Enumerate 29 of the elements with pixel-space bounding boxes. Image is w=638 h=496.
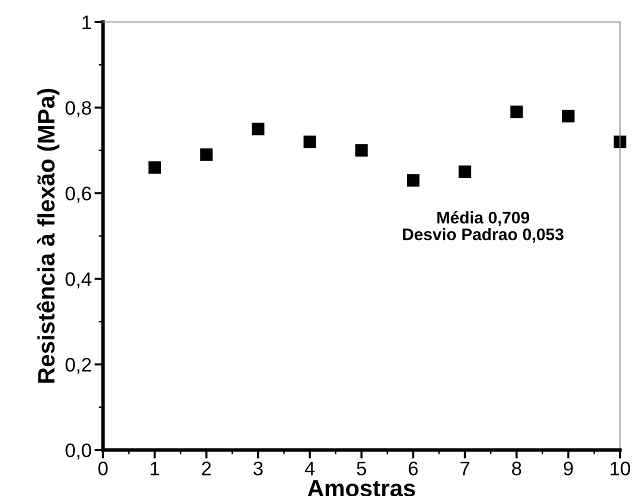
x-tick-label: 0	[98, 462, 108, 476]
y-tick-label: 1	[82, 16, 91, 30]
y-axis-title: Resistência à flexão (MPa)	[36, 88, 60, 383]
y-tick-label: 0,8	[66, 101, 92, 118]
point	[304, 136, 316, 148]
x-tick-label: 5	[356, 462, 366, 476]
annotation: Média 0,709 Desvio Padrao 0,053	[403, 211, 564, 243]
y-tick-label: 0,4	[66, 272, 92, 288]
point	[406, 174, 420, 187]
y-tick-label: 0,0	[66, 443, 92, 460]
x-tick-label: 1	[150, 462, 160, 476]
x-tick-label: 3	[253, 462, 263, 476]
x-tick-label: 8	[512, 462, 522, 476]
point	[252, 122, 264, 136]
point	[148, 161, 161, 174]
point	[510, 106, 523, 118]
x-tick-label: 10	[610, 462, 630, 476]
y-tick-label: 0,6	[66, 186, 92, 203]
x-tick-label: 2	[202, 462, 211, 476]
x-tick-label: 6	[408, 462, 418, 476]
y-tick-label: 0,2	[66, 358, 91, 374]
point	[562, 110, 575, 122]
point	[614, 136, 626, 148]
x-tick-label: 7	[460, 462, 470, 476]
point	[458, 166, 472, 178]
x-tick-label: 4	[304, 462, 315, 476]
point	[355, 144, 368, 157]
point	[200, 148, 213, 161]
x-tick-label: 9	[564, 462, 573, 476]
